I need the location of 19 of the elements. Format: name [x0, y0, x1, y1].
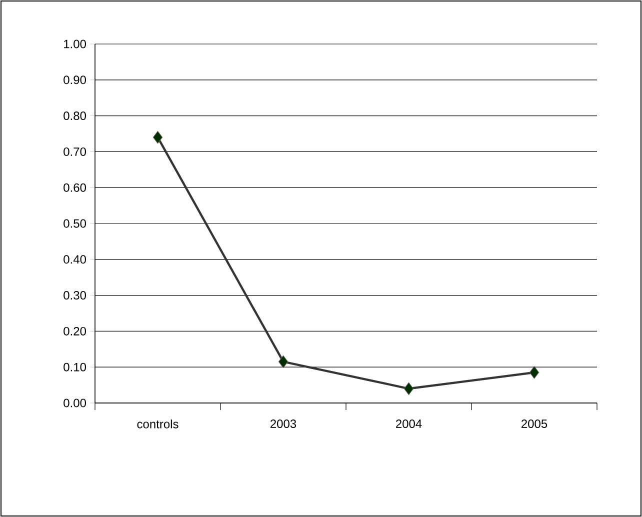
point [529, 366, 540, 379]
x-tick-label: 2005 [522, 420, 548, 428]
x-tick-label: 2004 [396, 420, 422, 428]
point [404, 382, 414, 395]
point [278, 355, 288, 368]
y-tick-label: 0.20 [64, 326, 86, 336]
point [152, 131, 163, 144]
y-tick-label: 0.80 [64, 112, 86, 120]
x-tick-label: 2003 [270, 420, 296, 428]
y-tick-label: 1.00 [64, 40, 86, 48]
y-tick-label: 0.40 [64, 255, 86, 264]
y-tick-label: 0.50 [64, 219, 86, 228]
x-tick-label: controls [137, 420, 178, 428]
y-tick-label: 0.70 [64, 147, 86, 156]
y-tick-label: 0.00 [64, 398, 86, 408]
y-tick-label: 0.60 [64, 183, 86, 192]
y-tick-label: 0.10 [64, 362, 86, 372]
y-tick-label: 0.30 [64, 291, 86, 300]
y-tick-label: 0.90 [64, 76, 86, 84]
